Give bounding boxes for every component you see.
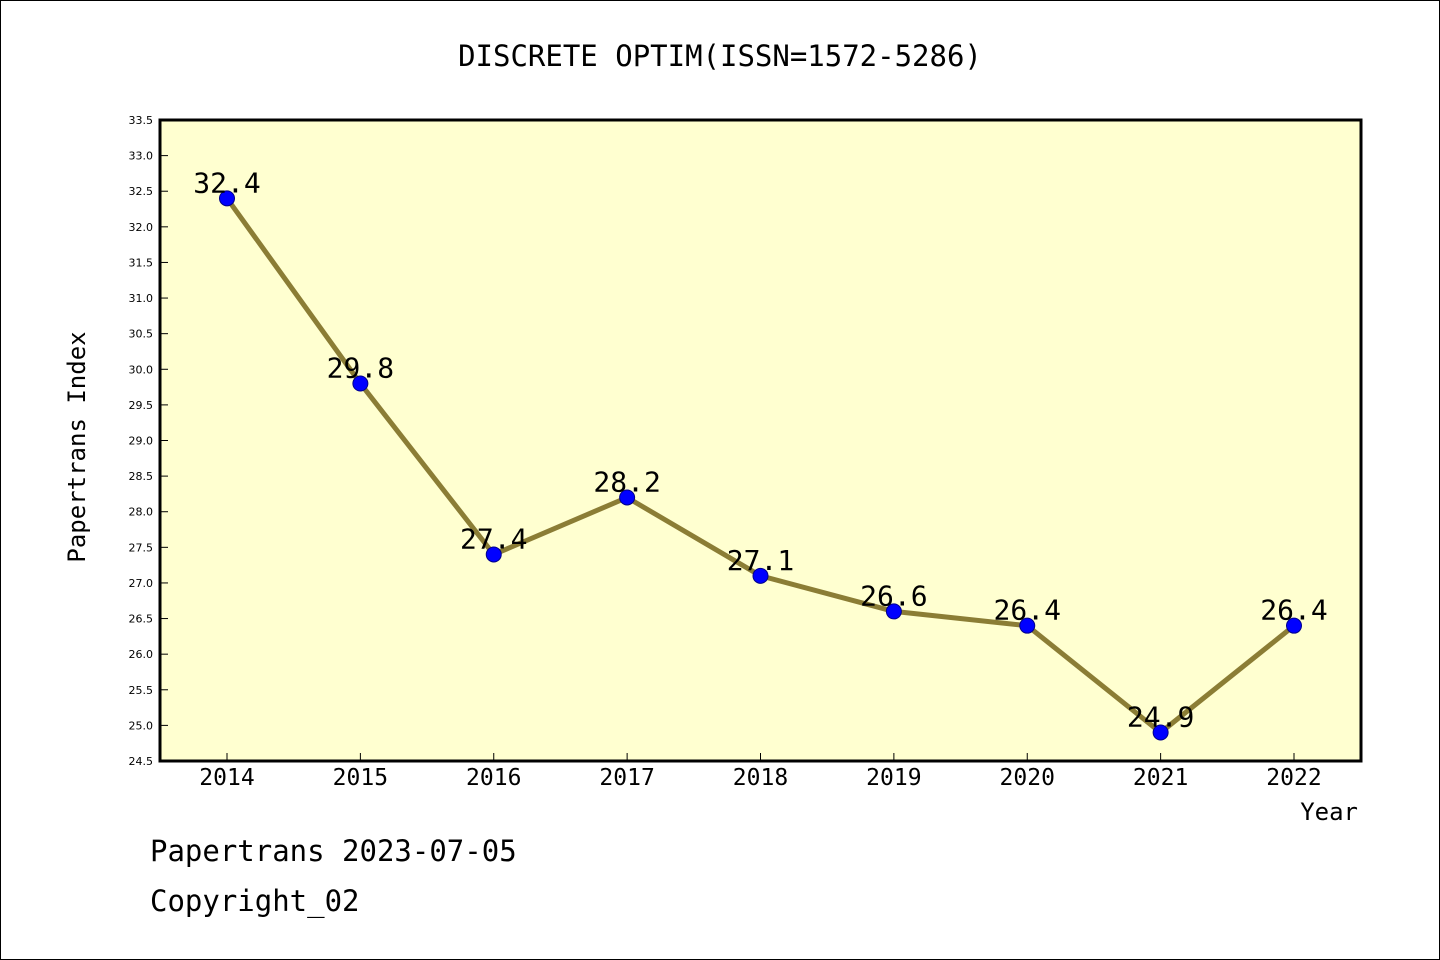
x-tick-label: 2021	[1133, 765, 1188, 791]
y-tick-label: 27.0	[129, 577, 154, 590]
data-point	[219, 190, 235, 207]
y-tick-label: 25.5	[129, 684, 154, 697]
y-tick-label: 28.0	[129, 506, 154, 519]
y-tick-label: 30.5	[129, 328, 154, 341]
x-tick-label: 2020	[1000, 765, 1055, 791]
y-tick-label: 33.5	[129, 114, 154, 127]
data-label: 24.9	[1127, 701, 1194, 734]
y-tick-label: 32.0	[129, 221, 154, 234]
y-tick-label: 29.5	[129, 399, 154, 412]
y-tick-label: 31.5	[129, 256, 154, 269]
data-point	[1152, 724, 1169, 741]
y-axis-label: Papertrans Index	[63, 331, 91, 562]
data-point	[752, 567, 769, 584]
y-tick-label: 27.5	[129, 541, 154, 554]
x-tick-label: 2015	[333, 765, 388, 791]
data-label: 26.4	[1260, 594, 1327, 627]
plot-area	[158, 118, 1363, 763]
data-label: 32.4	[193, 166, 260, 199]
y-tick-label: 29.0	[129, 435, 154, 448]
x-axis: 2014 2015 2016 2017 2018 2019 2020 2021 2022	[199, 753, 1322, 791]
y-tick-label: 26.0	[129, 648, 154, 661]
data-point	[485, 546, 502, 563]
data-label: 27.4	[460, 522, 527, 555]
footer-source: Papertrans 2023-07-05	[150, 834, 517, 868]
y-tick-label: 25.0	[129, 719, 154, 732]
series: 32.4 29.8 27.4 28.2 27.1 26.6 26.4 24.9 26.4	[193, 166, 1328, 741]
data-label: 29.8	[327, 352, 394, 385]
x-axis-label: Year	[1300, 798, 1358, 826]
data-point	[1019, 617, 1036, 634]
x-tick-label: 2022	[1266, 765, 1321, 791]
data-point	[885, 603, 902, 620]
y-tick-label: 32.5	[129, 185, 154, 198]
data-point	[1286, 617, 1302, 634]
y-tick-label: 28.5	[129, 470, 154, 483]
data-label: 27.1	[727, 544, 794, 577]
x-tick-label: 2014	[199, 765, 254, 791]
footer-copyright: Copyright_02	[150, 884, 360, 918]
x-tick-label: 2017	[599, 765, 654, 791]
y-tick-label: 31.0	[129, 292, 154, 305]
x-tick-label: 2019	[866, 765, 921, 791]
x-tick-label: 2016	[466, 765, 521, 791]
chart-title: DISCRETE OPTIM(ISSN=1572-5286)	[458, 39, 982, 73]
data-point	[619, 489, 636, 506]
y-tick-label: 26.5	[129, 613, 154, 626]
data-label: 28.2	[593, 465, 660, 498]
x-tick-label: 2018	[733, 765, 788, 791]
data-label: 26.6	[860, 579, 927, 612]
y-axis: 24.5 25.0 25.5 26.0 26.5 27.0 27.5 28.0 28.5 29.0…	[129, 114, 168, 768]
y-tick-label: 30.0	[129, 363, 154, 376]
data-point	[352, 375, 369, 392]
y-tick-label: 24.5	[129, 755, 154, 768]
data-label: 26.4	[994, 594, 1061, 627]
y-tick-label: 33.0	[129, 150, 154, 163]
